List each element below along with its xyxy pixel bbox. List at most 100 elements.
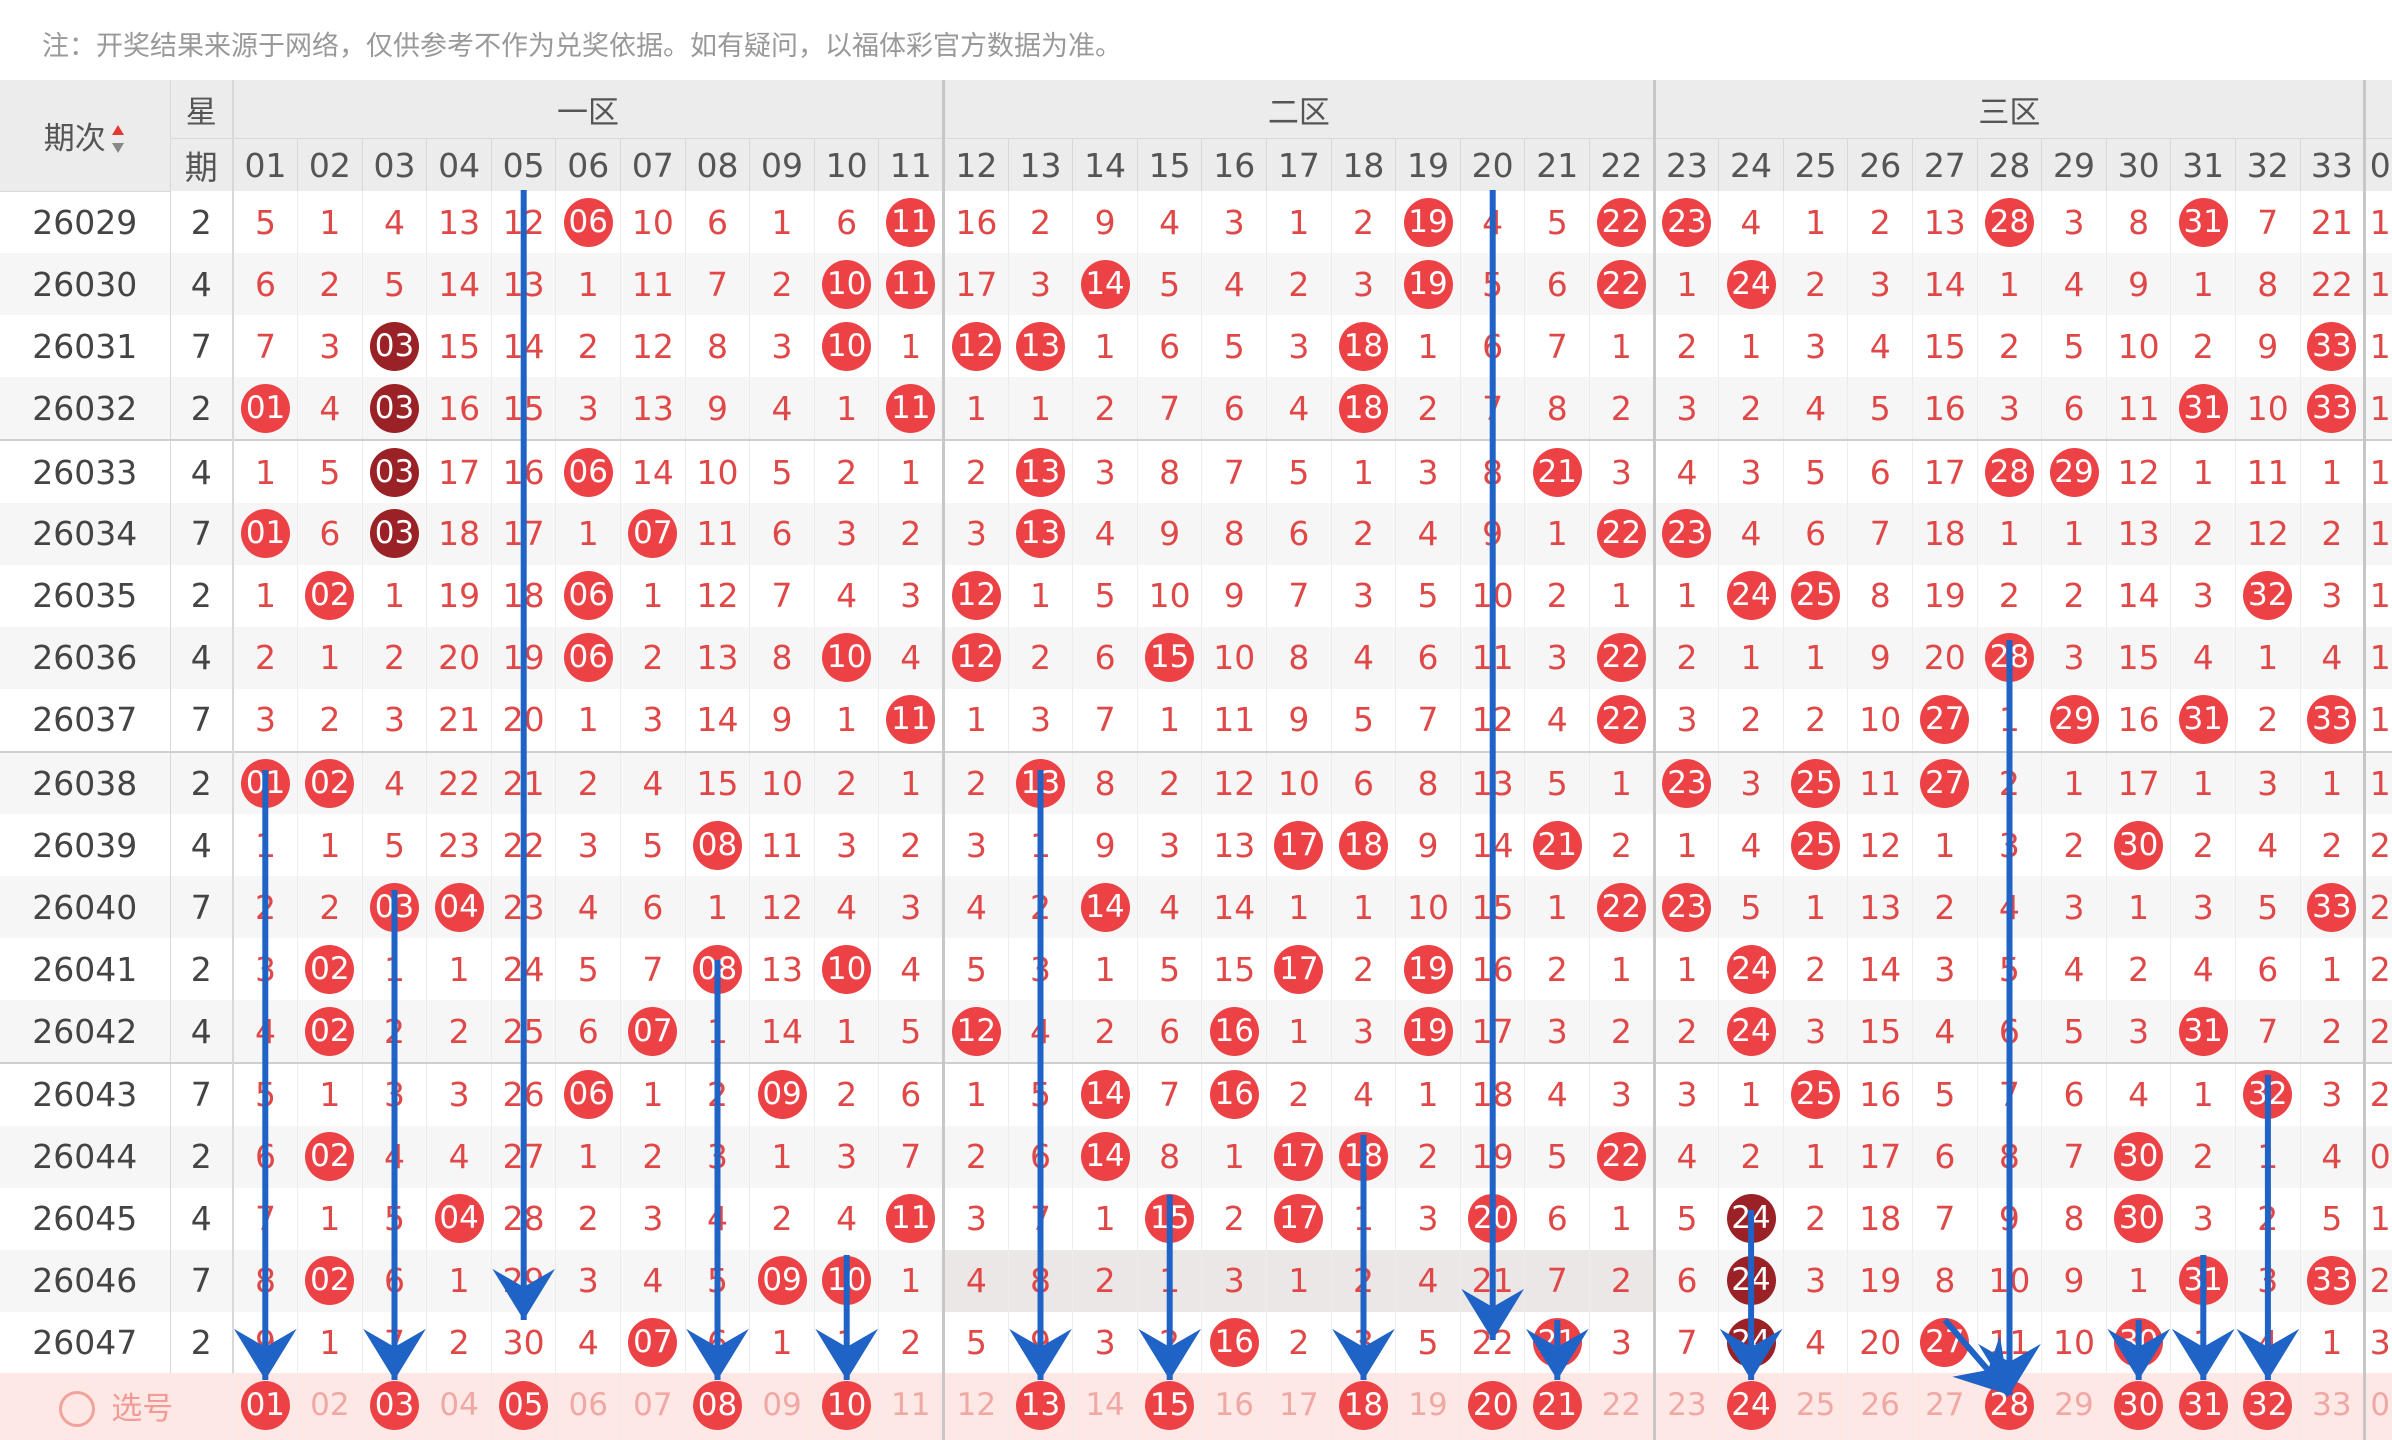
select-number-2[interactable]: 15 xyxy=(1137,1437,1203,1440)
miss-cell: 2 xyxy=(555,315,622,378)
selected-ball[interactable]: 31 xyxy=(2178,1380,2228,1430)
select-number[interactable]: 25 xyxy=(1783,1373,1849,1438)
select-number-2[interactable]: 13 xyxy=(1008,1437,1074,1440)
select-toggle[interactable]: 选号 xyxy=(0,1373,234,1438)
select-toggle-2[interactable]: 选号 xyxy=(0,1437,234,1440)
select-number[interactable]: 02 xyxy=(297,1373,363,1438)
select-number-2[interactable]: 17 xyxy=(1266,1437,1332,1440)
select-number-2[interactable]: 30 xyxy=(2106,1437,2172,1440)
select-number-2[interactable]: 08 xyxy=(685,1437,751,1440)
select-number-2[interactable]: 16 xyxy=(1201,1437,1268,1440)
select-number-2[interactable]: 29 xyxy=(2041,1437,2107,1440)
select-number-2[interactable]: 10 xyxy=(814,1437,880,1440)
selected-ball[interactable]: 18 xyxy=(1338,1380,1388,1430)
select-number-selected[interactable]: 15 xyxy=(1137,1373,1203,1438)
select-number-2[interactable]: 02 xyxy=(297,1437,363,1440)
trend-table-container[interactable]: 期次 星 一区 二区 三区 期 01 02 03 04 05 06 07 08 09 10 11 12… xyxy=(0,80,2392,1440)
select-number[interactable]: 22 xyxy=(1589,1373,1656,1438)
select-number[interactable]: 26 xyxy=(1847,1373,1914,1438)
selected-ball[interactable]: 05 xyxy=(499,1380,549,1430)
select-row-2: 选号01020304050607080910111213141516171819… xyxy=(0,1437,2392,1440)
select-number-2[interactable]: 33 xyxy=(2300,1437,2367,1440)
select-number[interactable]: 17 xyxy=(1266,1373,1332,1438)
radio-icon[interactable] xyxy=(59,1391,96,1428)
select-number-2[interactable]: 20 xyxy=(1460,1437,1526,1440)
select-number-2[interactable]: 24 xyxy=(1718,1437,1784,1440)
select-number-2[interactable]: 18 xyxy=(1331,1437,1397,1440)
miss-cell: 13 xyxy=(426,191,492,254)
select-number-2[interactable]: 28 xyxy=(1977,1437,2043,1440)
selected-ball[interactable]: 20 xyxy=(1468,1380,1518,1430)
select-number-selected[interactable]: 18 xyxy=(1331,1373,1397,1438)
selected-ball[interactable]: 03 xyxy=(369,1380,419,1430)
select-number[interactable]: 14 xyxy=(1072,1373,1138,1438)
select-number[interactable]: 04 xyxy=(426,1373,492,1438)
select-number-selected[interactable]: 21 xyxy=(1524,1373,1591,1438)
select-number-selected[interactable]: 10 xyxy=(814,1373,880,1438)
select-number[interactable]: 16 xyxy=(1201,1373,1268,1438)
select-number-2[interactable]: 05 xyxy=(491,1437,557,1440)
select-number-2[interactable]: 01 xyxy=(233,1437,299,1440)
select-number[interactable]: 06 xyxy=(555,1373,622,1438)
select-number-selected[interactable]: 01 xyxy=(233,1373,299,1438)
select-number-selected[interactable]: 08 xyxy=(685,1373,751,1438)
select-number-2[interactable]: 07 xyxy=(620,1437,686,1440)
select-number-2[interactable]: 27 xyxy=(1912,1437,1978,1440)
select-number-2[interactable]: 0 xyxy=(2364,1437,2392,1440)
select-number-selected[interactable]: 32 xyxy=(2235,1373,2301,1438)
miss-cell: 2 xyxy=(2170,1125,2236,1188)
selected-ball[interactable]: 13 xyxy=(1015,1380,1065,1430)
selected-ball[interactable]: 10 xyxy=(822,1380,872,1430)
select-number-2[interactable]: 31 xyxy=(2170,1437,2236,1440)
miss-cell: 3 xyxy=(2041,876,2107,939)
miss-cell: 13 xyxy=(685,626,751,689)
select-number-2[interactable]: 22 xyxy=(1589,1437,1656,1440)
select-number-2[interactable]: 21 xyxy=(1524,1437,1591,1440)
select-number[interactable]: 09 xyxy=(749,1373,815,1438)
select-number[interactable]: 23 xyxy=(1654,1373,1720,1438)
miss-cell: 6 xyxy=(1977,1000,2043,1063)
select-number[interactable]: 19 xyxy=(1395,1373,1461,1438)
select-number-selected[interactable]: 28 xyxy=(1977,1373,2043,1438)
select-number-2[interactable]: 32 xyxy=(2235,1437,2301,1440)
select-number[interactable]: 07 xyxy=(620,1373,686,1438)
select-number[interactable]: 11 xyxy=(878,1373,946,1438)
selected-ball[interactable]: 30 xyxy=(2114,1380,2164,1430)
select-number-2[interactable]: 04 xyxy=(426,1437,492,1440)
selected-ball[interactable]: 28 xyxy=(1984,1380,2034,1430)
select-number[interactable]: 33 xyxy=(2300,1373,2367,1438)
select-number-selected[interactable]: 30 xyxy=(2106,1373,2172,1438)
week-header-char2: 期 xyxy=(184,148,218,187)
select-number[interactable]: 12 xyxy=(943,1373,1009,1438)
selected-ball[interactable]: 21 xyxy=(1532,1380,1582,1430)
sort-icon[interactable] xyxy=(110,125,126,155)
select-number[interactable]: 27 xyxy=(1912,1373,1978,1438)
selected-ball[interactable]: 01 xyxy=(240,1380,290,1430)
select-number[interactable]: 29 xyxy=(2041,1373,2107,1438)
selected-ball[interactable]: 08 xyxy=(692,1380,742,1430)
selected-ball[interactable]: 32 xyxy=(2243,1380,2293,1430)
select-number-2[interactable]: 25 xyxy=(1783,1437,1849,1440)
select-number-2[interactable]: 11 xyxy=(878,1437,946,1440)
select-number-selected[interactable]: 24 xyxy=(1718,1373,1784,1438)
select-number-selected[interactable]: 20 xyxy=(1460,1373,1526,1438)
select-number-2[interactable]: 06 xyxy=(555,1437,622,1440)
select-number-2[interactable]: 12 xyxy=(943,1437,1009,1440)
select-number-selected[interactable]: 13 xyxy=(1008,1373,1074,1438)
select-number[interactable]: 0 xyxy=(2364,1373,2392,1438)
select-number-2[interactable]: 14 xyxy=(1072,1437,1138,1440)
select-number-selected[interactable]: 31 xyxy=(2170,1373,2236,1438)
select-number-2[interactable]: 03 xyxy=(362,1437,428,1440)
miss-cell: 5 xyxy=(2300,1187,2367,1250)
select-number-2[interactable]: 26 xyxy=(1847,1437,1914,1440)
select-number-2[interactable]: 09 xyxy=(749,1437,815,1440)
select-number-selected[interactable]: 05 xyxy=(491,1373,557,1438)
selected-ball[interactable]: 24 xyxy=(1726,1380,1776,1430)
period-column-header[interactable]: 期次 xyxy=(0,80,171,192)
select-number-2[interactable]: 23 xyxy=(1654,1437,1720,1440)
miss-cell: 16 xyxy=(2106,688,2172,752)
select-number-2[interactable]: 19 xyxy=(1395,1437,1461,1440)
miss-cell: 6 xyxy=(1137,1000,1203,1063)
select-number-selected[interactable]: 03 xyxy=(362,1373,428,1438)
selected-ball[interactable]: 15 xyxy=(1145,1380,1195,1430)
